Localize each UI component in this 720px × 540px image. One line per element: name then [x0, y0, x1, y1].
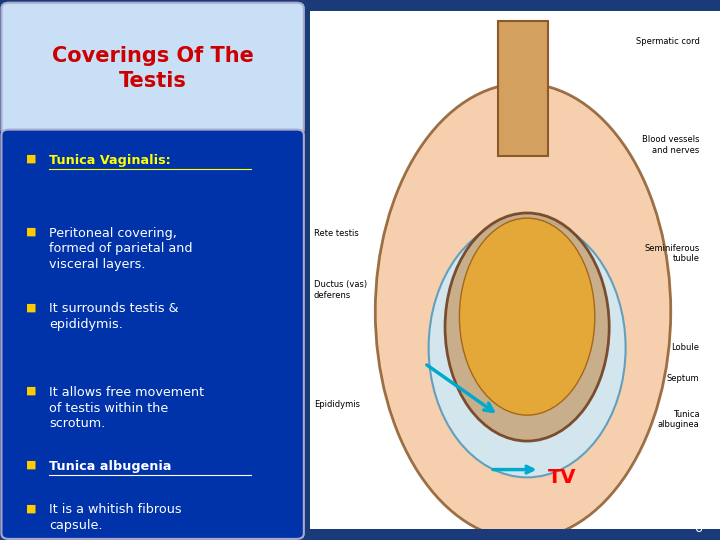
Text: Ductus (vas)
deferens: Ductus (vas) deferens [314, 280, 366, 300]
Text: ■: ■ [26, 386, 37, 396]
Text: Lobule: Lobule [672, 342, 700, 352]
Text: Tunica albugenia: Tunica albugenia [49, 460, 171, 473]
Text: It allows free movement
of testis within the
scrotum.: It allows free movement of testis within… [49, 386, 204, 430]
Text: ■: ■ [26, 302, 37, 313]
Text: TV: TV [548, 468, 576, 487]
Text: Spermatic cord: Spermatic cord [636, 37, 700, 46]
Text: Blood vessels
and nerves: Blood vessels and nerves [642, 135, 700, 154]
Text: ■: ■ [26, 460, 37, 470]
FancyBboxPatch shape [1, 3, 304, 135]
Text: Tunica
albuginea: Tunica albuginea [658, 410, 700, 429]
Ellipse shape [459, 218, 595, 415]
Text: Seminiferous
tubule: Seminiferous tubule [644, 244, 700, 264]
Text: Epididymis: Epididymis [314, 400, 360, 409]
Ellipse shape [445, 213, 609, 441]
Text: It surrounds testis &
epididymis.: It surrounds testis & epididymis. [49, 302, 179, 331]
Text: It is a whitish fibrous
capsule.: It is a whitish fibrous capsule. [49, 503, 181, 532]
Text: 6: 6 [694, 522, 702, 535]
Text: ■: ■ [26, 503, 37, 514]
Text: Peritoneal covering,
formed of parietal and
visceral layers.: Peritoneal covering, formed of parietal … [49, 227, 192, 271]
Text: ■: ■ [26, 227, 37, 237]
Text: Coverings Of The
Testis: Coverings Of The Testis [52, 46, 254, 91]
Text: Septum: Septum [667, 374, 700, 383]
Text: ■: ■ [26, 154, 37, 164]
Ellipse shape [428, 218, 626, 477]
Bar [498, 21, 548, 156]
FancyBboxPatch shape [1, 130, 304, 539]
Text: Rete testis: Rete testis [314, 228, 359, 238]
Ellipse shape [375, 83, 671, 539]
Text: Tunica Vaginalis:: Tunica Vaginalis: [49, 154, 171, 167]
